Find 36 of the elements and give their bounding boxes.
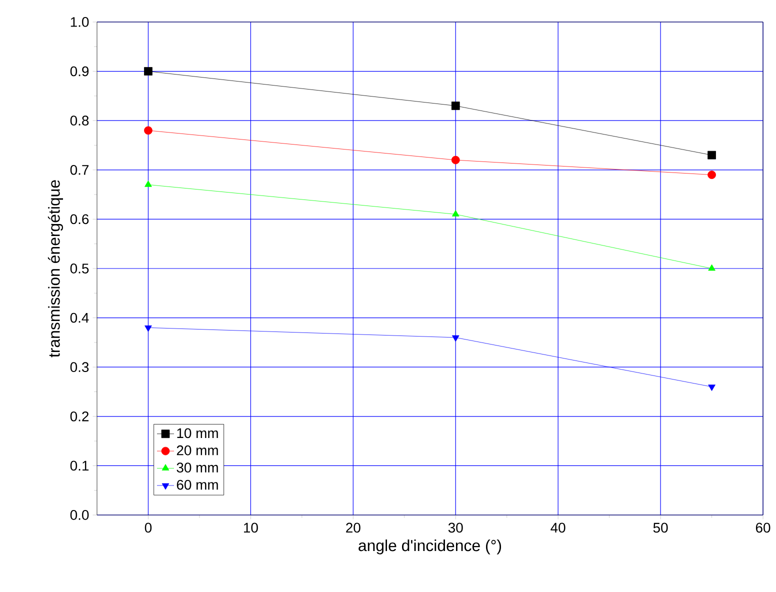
x-tick-label: 10 (244, 522, 258, 533)
point (708, 150, 716, 160)
y-tick-label: 1.0 (70, 17, 89, 27)
x-tick-label: 30 (448, 522, 463, 533)
y-tick-label: 0.8 (70, 116, 89, 126)
y-tick-label: 0.7 (70, 164, 89, 175)
point (451, 102, 460, 110)
point (144, 180, 152, 187)
point (452, 210, 460, 216)
point (144, 325, 152, 332)
y-tick-label: 0.4 (70, 312, 89, 323)
point (708, 170, 716, 180)
y-tick-label: 0.2 (70, 411, 89, 422)
legend-label: 20 mm (176, 445, 218, 456)
x-tick-label: 0 (144, 522, 152, 533)
point (708, 264, 716, 271)
x-tick-label: 20 (346, 522, 360, 533)
x-tick-label: 40 (550, 522, 566, 533)
point (451, 156, 460, 164)
legend-label: 30 mm (176, 462, 218, 473)
y-tick-label: 0.0 (70, 510, 89, 520)
legend-label: 10 mm (177, 428, 218, 438)
y-tick-label: 0.5 (70, 264, 89, 274)
point (144, 126, 152, 135)
y-tick-label: 0.6 (70, 214, 89, 224)
y-tick-label: 0.9 (70, 66, 89, 76)
point (708, 384, 716, 391)
point (144, 67, 152, 76)
x-axis-title: angle d'incidence (°) (358, 539, 502, 554)
x-tick-label: 60 (756, 522, 770, 533)
y-tick-label: 0.3 (70, 362, 89, 372)
y-axis-title: transmission énergétique (48, 180, 64, 358)
legend-label: 60 mm (176, 480, 218, 490)
point (452, 335, 460, 342)
y-tick-label: 0.1 (70, 460, 89, 471)
x-tick-label: 50 (653, 522, 668, 533)
